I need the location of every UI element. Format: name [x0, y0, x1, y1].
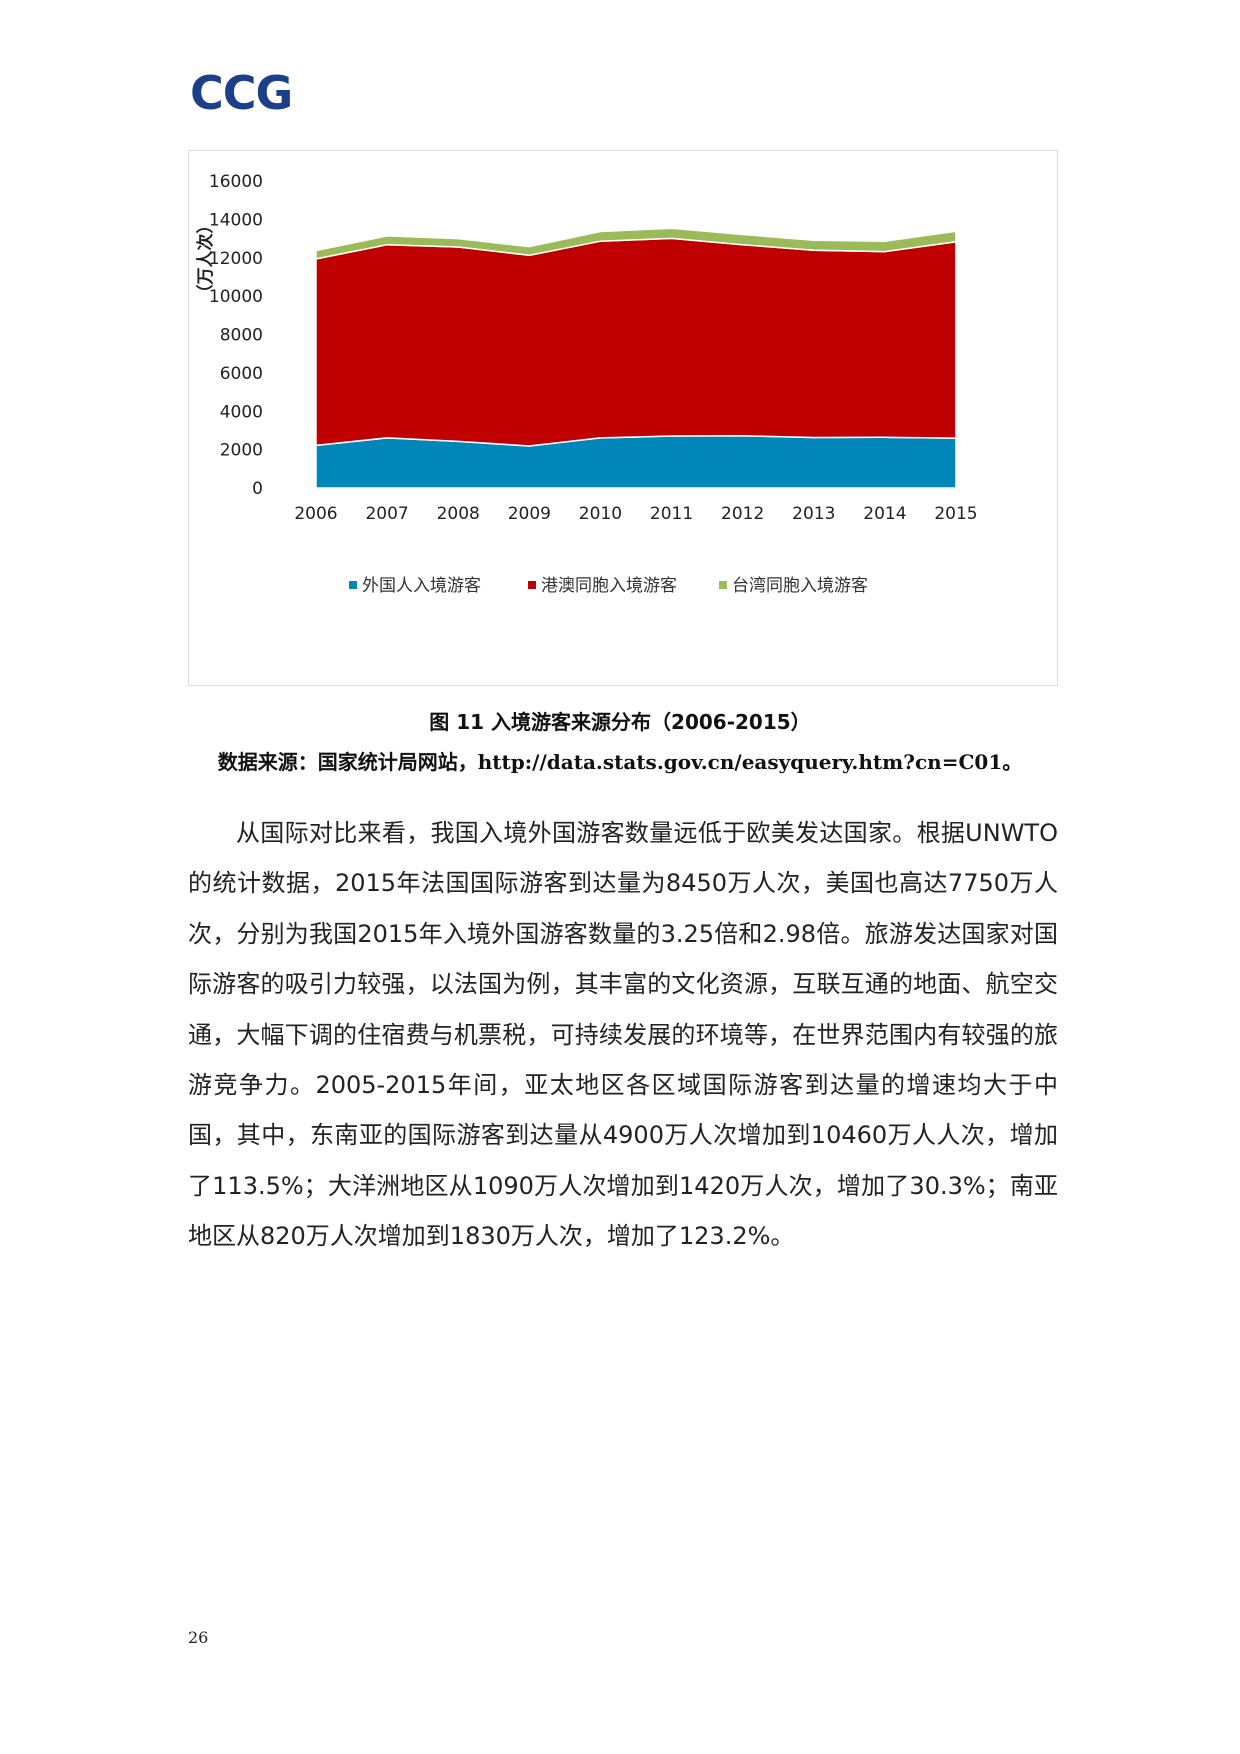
area-series-3 — [315, 227, 957, 260]
y-tick-label: 8000 — [220, 326, 263, 346]
legend-swatch-3 — [719, 581, 727, 589]
y-tick-label: 6000 — [220, 364, 263, 384]
body-paragraph: 从国际对比来看，我国入境外国游客数量远低于欧美发达国家。根据UNWTO的统计数据… — [188, 819, 1058, 1251]
legend-label-3: 台湾同胞入境游客 — [732, 576, 868, 596]
x-tick-label: 2010 — [579, 504, 622, 524]
page-number: 26 — [188, 1628, 209, 1647]
x-tick-label: 2014 — [863, 504, 906, 524]
legend-label-1: 外国人入境游客 — [362, 576, 481, 596]
y-axis-label: （万人次） — [195, 217, 216, 302]
area-series-2 — [315, 237, 957, 447]
x-tick-label: 2006 — [294, 504, 337, 524]
y-tick-label: 16000 — [209, 172, 263, 192]
legend-swatch-1 — [349, 581, 357, 589]
y-tick-label: 4000 — [220, 402, 263, 422]
legend-swatch-2 — [528, 581, 536, 589]
source-prefix: 数据来源：国家统计局网站， — [217, 750, 478, 774]
source-url: http://data.stats.gov.cn/easyquery.htm?c… — [477, 750, 1023, 774]
y-tick-label: 0 — [252, 479, 263, 499]
y-tick-label: 14000 — [209, 210, 263, 230]
y-tick-label: 10000 — [209, 287, 263, 307]
x-tick-label: 2007 — [365, 504, 408, 524]
stacked-area-chart: 0 2000 4000 6000 8000 10000 12000 14000 16000 20… — [195, 172, 978, 596]
chart-container: 0 2000 4000 6000 8000 10000 12000 14000 16000 20… — [188, 150, 1058, 686]
x-tick-label: 2009 — [508, 504, 551, 524]
figure-source: 数据来源：国家统计局网站，http://data.stats.gov.cn/ea… — [0, 746, 1240, 775]
area-series-1 — [315, 435, 957, 489]
x-tick-label: 2011 — [650, 504, 693, 524]
x-tick-label: 2015 — [934, 504, 977, 524]
legend-label-2: 港澳同胞入境游客 — [541, 576, 677, 596]
y-tick-label: 2000 — [220, 441, 263, 461]
y-tick-label: 12000 — [209, 249, 263, 269]
ccg-logo: CCG — [190, 66, 293, 120]
figure-caption: 图 11 入境游客来源分布（2006-2015） — [429, 710, 811, 734]
x-tick-label: 2008 — [437, 504, 480, 524]
x-tick-label: 2013 — [792, 504, 835, 524]
x-tick-label: 2012 — [721, 504, 764, 524]
